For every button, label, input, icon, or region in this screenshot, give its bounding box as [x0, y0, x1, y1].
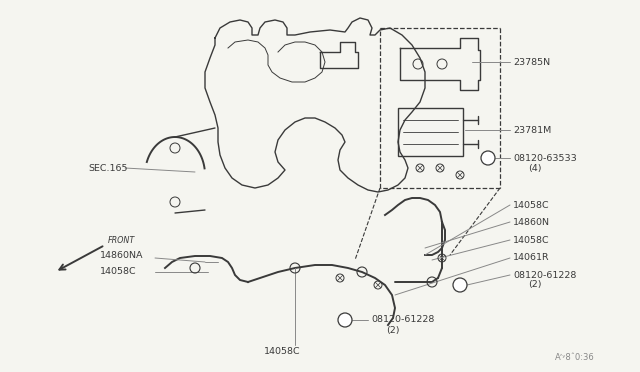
Text: (2): (2)	[386, 326, 399, 334]
Text: 14061R: 14061R	[513, 253, 550, 263]
Text: 14860NA: 14860NA	[100, 250, 143, 260]
Text: B: B	[457, 280, 463, 289]
Text: (2): (2)	[528, 280, 541, 289]
Text: 08120-63533: 08120-63533	[513, 154, 577, 163]
Text: 08120-61228: 08120-61228	[371, 315, 435, 324]
Text: FRONT: FRONT	[108, 235, 135, 244]
Circle shape	[481, 151, 495, 165]
Circle shape	[453, 278, 467, 292]
Text: 14058C: 14058C	[513, 201, 550, 209]
Text: 14058C: 14058C	[264, 347, 300, 356]
Text: 08120-61228: 08120-61228	[513, 270, 577, 279]
Circle shape	[338, 313, 352, 327]
Text: SEC.165: SEC.165	[88, 164, 127, 173]
Text: 14860N: 14860N	[513, 218, 550, 227]
Text: (4): (4)	[528, 164, 541, 173]
Text: B: B	[342, 315, 348, 324]
Text: 23781M: 23781M	[513, 125, 551, 135]
Text: Aʼʸ8ˆ0:36: Aʼʸ8ˆ0:36	[555, 353, 595, 362]
Bar	[398, 108, 463, 156]
Text: 14058C: 14058C	[100, 267, 136, 276]
Text: 23785N: 23785N	[513, 58, 550, 67]
Text: 14058C: 14058C	[513, 235, 550, 244]
Text: B: B	[485, 154, 491, 163]
